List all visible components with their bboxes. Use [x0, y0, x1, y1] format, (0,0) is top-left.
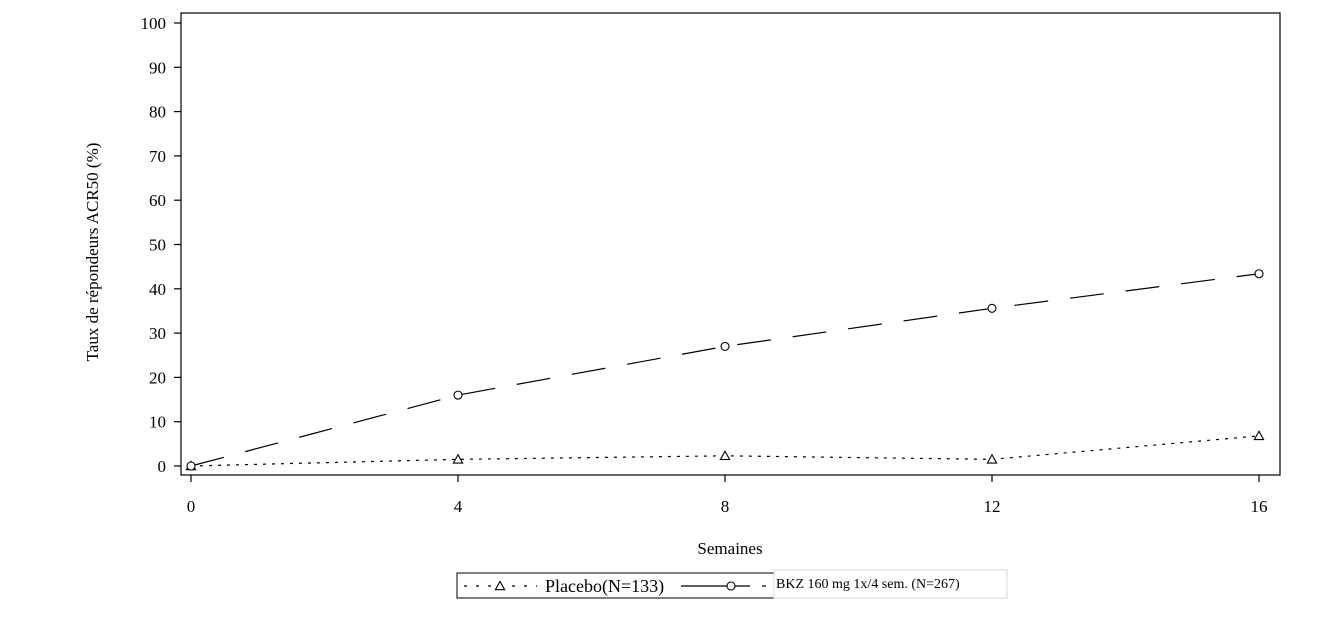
series-layer	[185, 269, 1265, 471]
series-2-point	[1254, 269, 1264, 279]
legend-bkz-label: BKZ 160 mg 1x/4 sem. (N=267)	[776, 577, 960, 592]
series-2-point	[453, 390, 463, 400]
x-tick-label: 8	[721, 497, 730, 516]
y-axis-label: Taux de répondeurs ACR50 (%)	[83, 143, 102, 362]
legend: Placebo(N=133) BKZ 160 mg 1x/4 sem. (N=26…	[456, 569, 1008, 599]
y-axis: 0 10 20 30 40 50 60 70 80 90 100	[141, 14, 181, 476]
y-tick-label: 40	[149, 280, 166, 299]
y-tick-label: 80	[149, 103, 166, 122]
y-tick-label: 50	[149, 236, 166, 255]
legend-placebo-marker	[494, 580, 506, 591]
series-2-line	[190, 273, 1260, 467]
series-1	[185, 430, 1265, 471]
y-tick-label: 90	[149, 58, 166, 77]
x-tick-label: 12	[984, 497, 1001, 516]
x-axis: 0 4 8 12 16	[187, 475, 1268, 516]
series-2-point	[987, 303, 997, 313]
y-tick-label: 20	[149, 368, 166, 387]
y-tick-label: 60	[149, 191, 166, 210]
series-1-point	[1253, 430, 1265, 441]
series-1-point	[452, 453, 464, 464]
y-tick-label: 30	[149, 324, 166, 343]
x-tick-label: 0	[187, 497, 196, 516]
x-axis-label: Semaines	[697, 539, 762, 558]
y-tick-label: 100	[141, 14, 167, 33]
series-2-point	[186, 461, 196, 471]
y-tick-label: 0	[158, 457, 167, 476]
legend-label-box	[773, 569, 1008, 599]
plot-frame	[180, 12, 1281, 476]
series-1-point	[719, 450, 731, 461]
y-tick-label: 70	[149, 147, 166, 166]
y-tick-label: 10	[149, 413, 166, 432]
series-2	[186, 269, 1264, 471]
legend-placebo-label: Placebo(N=133)	[545, 576, 664, 597]
series-1-point	[986, 453, 998, 464]
x-tick-label: 16	[1251, 497, 1268, 516]
legend-bkz-marker	[726, 581, 736, 591]
series-2-point	[720, 341, 730, 351]
x-tick-label: 4	[454, 497, 463, 516]
